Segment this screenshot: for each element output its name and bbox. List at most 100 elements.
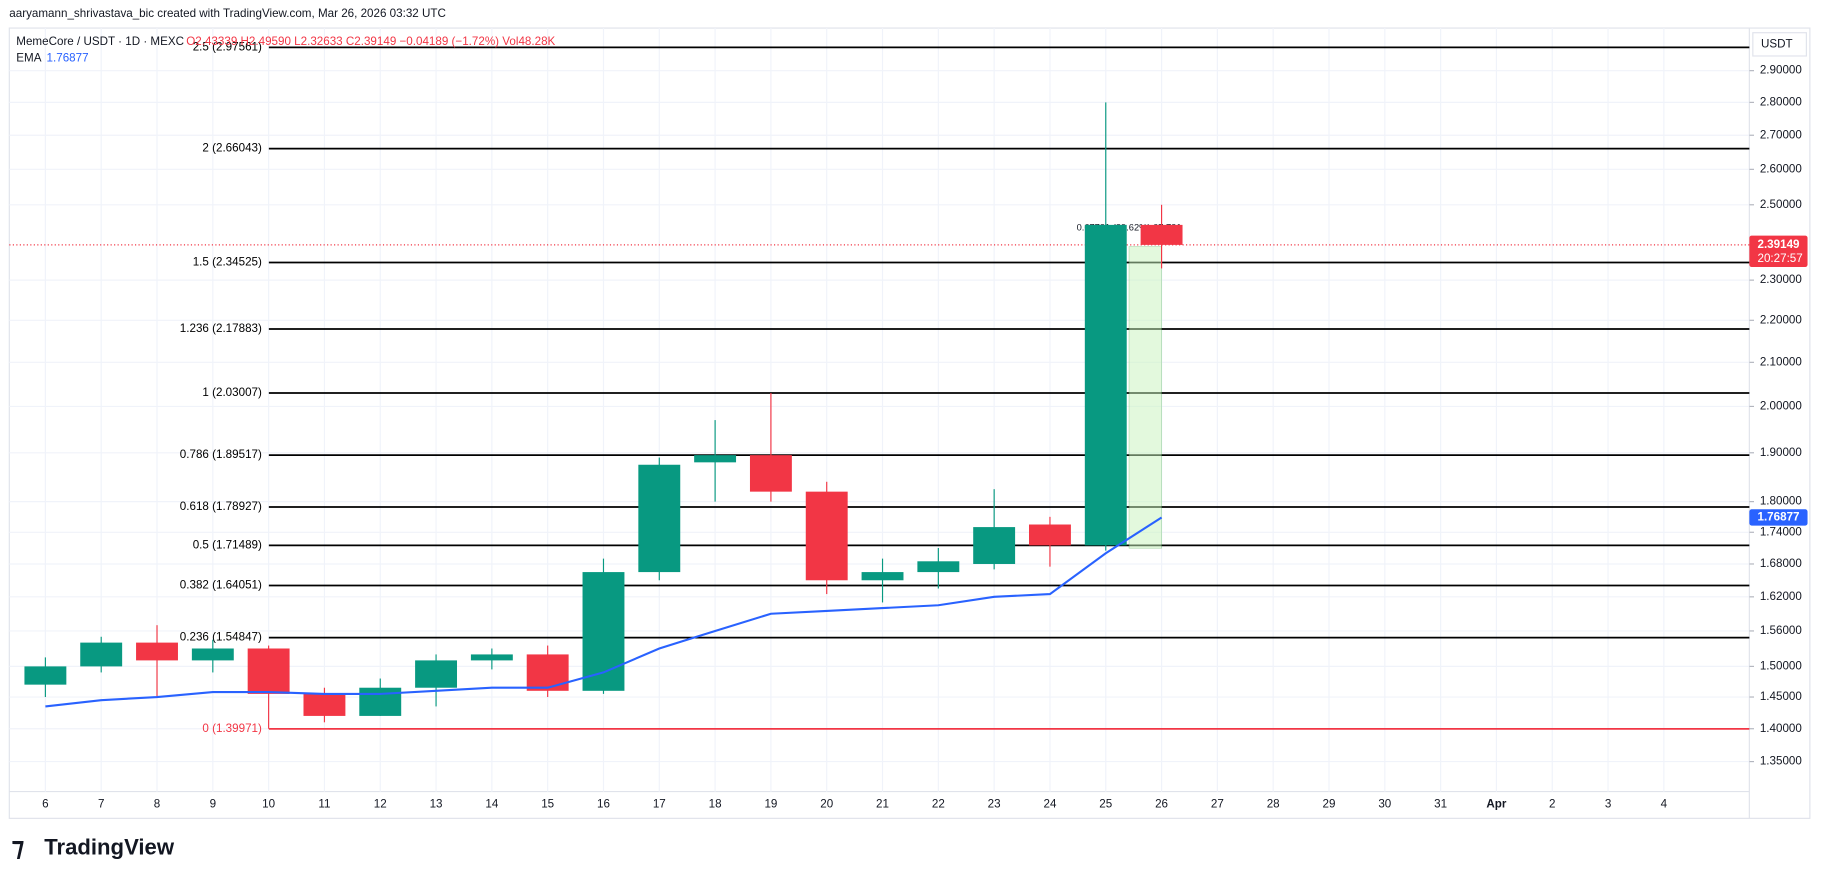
ema-tag-label: 1.76877 — [1757, 511, 1799, 524]
x-tick-label: 12 — [374, 797, 387, 810]
y-tick-label: 2.50000 — [1760, 198, 1803, 211]
logo-mark: ⁊ — [12, 833, 25, 861]
x-tick-label: 18 — [709, 797, 722, 810]
y-tick-label: 1.68000 — [1760, 557, 1803, 570]
candle-body — [1084, 224, 1127, 546]
y-tick-label: 1.45000 — [1760, 690, 1803, 703]
y-tick-label: 1.50000 — [1760, 659, 1803, 672]
x-tick-label: 24 — [1043, 797, 1056, 810]
candle-body — [638, 464, 681, 573]
x-tick-label: 21 — [876, 797, 889, 810]
ema-tag — [1749, 509, 1808, 526]
frame — [8, 27, 1811, 819]
fib-label: 1.236 (2.17883) — [180, 322, 262, 335]
fib-label: 0.382 (1.64051) — [180, 579, 262, 592]
countdown: 20:27:57 — [1757, 252, 1802, 265]
x-tick-label: 16 — [597, 797, 610, 810]
x-tick-label: 2 — [1549, 797, 1555, 810]
ema-label: EMA — [16, 51, 41, 64]
candle-body — [694, 455, 737, 463]
y-tick-label: 1.62000 — [1760, 590, 1803, 603]
y-tick-label: 2.10000 — [1760, 355, 1803, 368]
x-tick-label: 28 — [1267, 797, 1280, 810]
x-tick-label: Apr — [1486, 797, 1506, 810]
credit: aaryamann_shrivastava_bic created with T… — [9, 7, 446, 20]
candle-body — [1140, 224, 1183, 245]
y-tick-label: 1.40000 — [1760, 722, 1803, 735]
measure-box — [1128, 246, 1162, 549]
candle-body — [805, 491, 848, 581]
candle-body — [973, 527, 1016, 564]
x-tick-label: 27 — [1211, 797, 1224, 810]
candle-body — [247, 648, 290, 694]
candle-body — [1029, 524, 1071, 546]
plot: 1.35000 1.40000 1.45000 1.50000 1.56000 1.620… — [9, 28, 1808, 810]
x-tick-label: 17 — [653, 797, 666, 810]
measure-label: 0.67731 (39.62%) 67,731 — [1077, 222, 1182, 232]
candle-body — [526, 654, 569, 691]
fib-label: 0.786 (1.89517) — [180, 448, 262, 461]
y-tick-label: 1.35000 — [1760, 755, 1803, 768]
ema-value: 1.76877 — [47, 51, 89, 64]
fib-label: 0 (1.39971) — [202, 722, 262, 735]
y-tick-label: 1.74000 — [1760, 525, 1803, 538]
fib-label: 0.618 (1.78927) — [180, 500, 262, 513]
y-tick-label: 2.20000 — [1760, 313, 1803, 326]
x-tick-label: 7 — [98, 797, 104, 810]
x-tick-label: 30 — [1378, 797, 1391, 810]
x-tick-label: 29 — [1323, 797, 1336, 810]
x-tick-label: 9 — [210, 797, 216, 810]
fib-label: 0.5 (1.71489) — [193, 538, 262, 551]
candle-body — [80, 642, 123, 667]
fib-label: 2 (2.66043) — [202, 142, 262, 155]
x-tick-label: 3 — [1605, 797, 1611, 810]
y-tick-label: 2.90000 — [1760, 64, 1803, 77]
x-tick-label: 6 — [42, 797, 48, 810]
currency-box[interactable] — [1752, 32, 1807, 57]
candle-body — [470, 654, 513, 661]
candle-body — [191, 648, 234, 661]
candle-body — [303, 693, 346, 716]
candle-body — [136, 642, 178, 661]
candle-body — [415, 660, 458, 688]
fib-label: 0.236 (1.54847) — [180, 631, 262, 644]
x-tick-label: 15 — [541, 797, 554, 810]
y-tick-label: 1.90000 — [1760, 446, 1803, 459]
logo: TradingView — [44, 834, 175, 859]
candle-body — [359, 687, 402, 716]
last-price-label: 2.39149 — [1757, 238, 1800, 251]
x-tick-label: 14 — [485, 797, 498, 810]
y-tick-label: 2.30000 — [1760, 273, 1803, 286]
x-tick-label: 23 — [988, 797, 1001, 810]
x-tick-label: 4 — [1661, 797, 1668, 810]
y-tick-label: 1.56000 — [1760, 624, 1803, 637]
x-tick-label: 19 — [764, 797, 777, 810]
fib-label: 2.5 (2.97561) — [193, 40, 262, 53]
x-tick-label: 26 — [1155, 797, 1168, 810]
ohlc: O2.43339 H2.49590 L2.32633 C2.39149 −0.0… — [186, 35, 555, 48]
x-tick-label: 10 — [262, 797, 275, 810]
y-tick-label: 2.80000 — [1760, 95, 1803, 108]
x-tick-label: 8 — [154, 797, 160, 810]
currency: USDT — [1761, 37, 1793, 50]
x-tick-label: 20 — [820, 797, 833, 810]
y-tick-label: 2.70000 — [1760, 128, 1803, 141]
x-tick-label: 22 — [932, 797, 945, 810]
candle-body — [582, 572, 625, 691]
x-tick-label: 31 — [1434, 797, 1447, 810]
candle-body — [749, 455, 792, 492]
fib-label: 1 (2.03007) — [202, 386, 262, 399]
candle-body — [861, 572, 904, 581]
fib-label: 1.5 (2.34525) — [193, 256, 262, 269]
y-tick-label: 1.80000 — [1760, 495, 1803, 508]
x-tick-label: 25 — [1099, 797, 1112, 810]
ema-line — [45, 516, 1163, 708]
y-tick-label: 2.60000 — [1760, 162, 1803, 175]
x-tick-label: 11 — [318, 797, 330, 810]
y-tick-label: 2.00000 — [1760, 400, 1803, 413]
last-price-tag — [1749, 235, 1808, 267]
candle-body — [917, 561, 960, 573]
